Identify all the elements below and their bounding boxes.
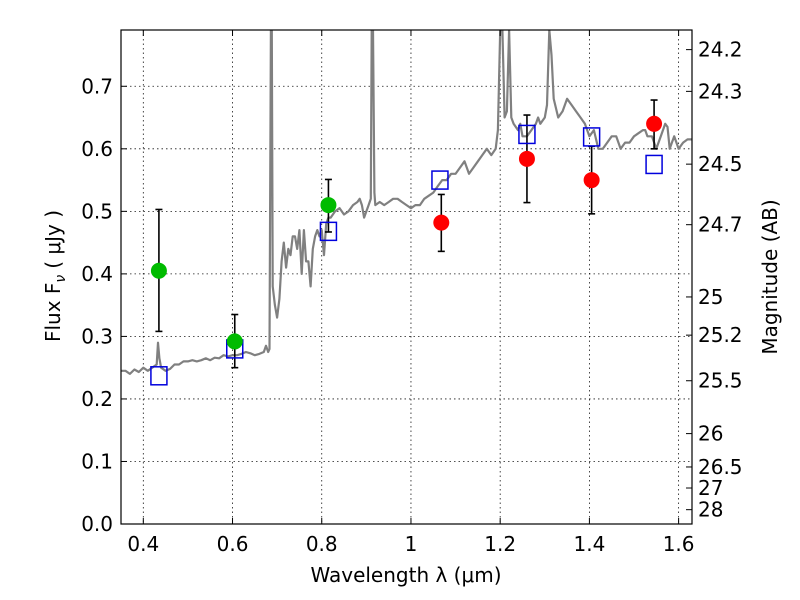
photometry-point-layer — [150, 115, 663, 350]
model-square — [645, 154, 663, 175]
plot-frame — [120, 29, 693, 525]
spectrum-line — [121, 30, 692, 375]
model-square — [319, 221, 338, 242]
red-data-point — [583, 172, 600, 189]
right-tick-label: 24.7 — [698, 213, 743, 237]
x-tick-label: 1.6 — [663, 532, 695, 556]
y-tick-label: 0.3 — [81, 324, 113, 348]
model-square — [150, 366, 168, 386]
right-tick-label: 27 — [698, 476, 723, 500]
x-tick-label: 0.6 — [217, 532, 249, 556]
right-tick-label: 26 — [698, 422, 723, 446]
model-square — [431, 170, 449, 190]
right-axis-label: Magnitude (AB) — [758, 199, 782, 354]
x-tick-label: 0.4 — [127, 532, 159, 556]
green-data-point — [226, 333, 243, 350]
green-data-point — [320, 197, 337, 214]
right-tick-label: 28 — [698, 498, 723, 522]
y-tick-label: 0.6 — [81, 137, 113, 161]
right-tick-label: 25.2 — [698, 323, 743, 347]
y-axis-label-unit: ( μJy ) — [41, 210, 65, 269]
right-tick-label: 25 — [698, 285, 723, 309]
model-square — [582, 127, 601, 147]
y-ticks: 0.0 0.1 0.2 0.3 0.4 0.5 0.6 0.7 — [81, 74, 127, 536]
x-tick-label: 0.8 — [306, 532, 338, 556]
green-data-point — [150, 262, 167, 279]
red-data-point — [518, 150, 535, 167]
y-axis-label: Flux F — [41, 283, 65, 342]
right-tick-label: 24.2 — [698, 38, 743, 62]
model-square — [518, 124, 536, 145]
svg-text:Flux Fν( μJy ): Flux Fν ( μJy ) — [41, 210, 69, 342]
x-tick-label: 1 — [405, 532, 418, 556]
right-tick-label: 24.5 — [698, 152, 743, 176]
y-tick-label: 0.7 — [81, 74, 113, 98]
spectrum-layer — [121, 30, 692, 375]
model-square-layer — [150, 124, 663, 386]
x-ticks: 0.4 0.6 0.8 1 1.2 1.4 1.6 — [127, 30, 695, 556]
red-data-point — [646, 115, 663, 132]
y-tick-label: 0.1 — [81, 449, 113, 473]
y-tick-label: 0.0 — [81, 512, 113, 536]
x-tick-label: 1.2 — [484, 532, 516, 556]
y-tick-label: 0.5 — [81, 199, 113, 223]
y-axis-label-subscript: ν — [53, 275, 69, 283]
y-tick-label: 0.4 — [81, 262, 113, 286]
x-axis-label: Wavelength λ (μm) — [310, 563, 501, 587]
red-data-point — [433, 214, 450, 231]
x-tick-label: 1.4 — [573, 532, 605, 556]
y-axis-label-group: Flux Fν ( μJy ) — [41, 210, 69, 342]
right-tick-label: 25.5 — [698, 369, 743, 393]
y-tick-label: 0.2 — [81, 387, 113, 411]
right-tick-label: 26.5 — [698, 455, 743, 479]
right-tick-label: 24.3 — [698, 79, 743, 103]
